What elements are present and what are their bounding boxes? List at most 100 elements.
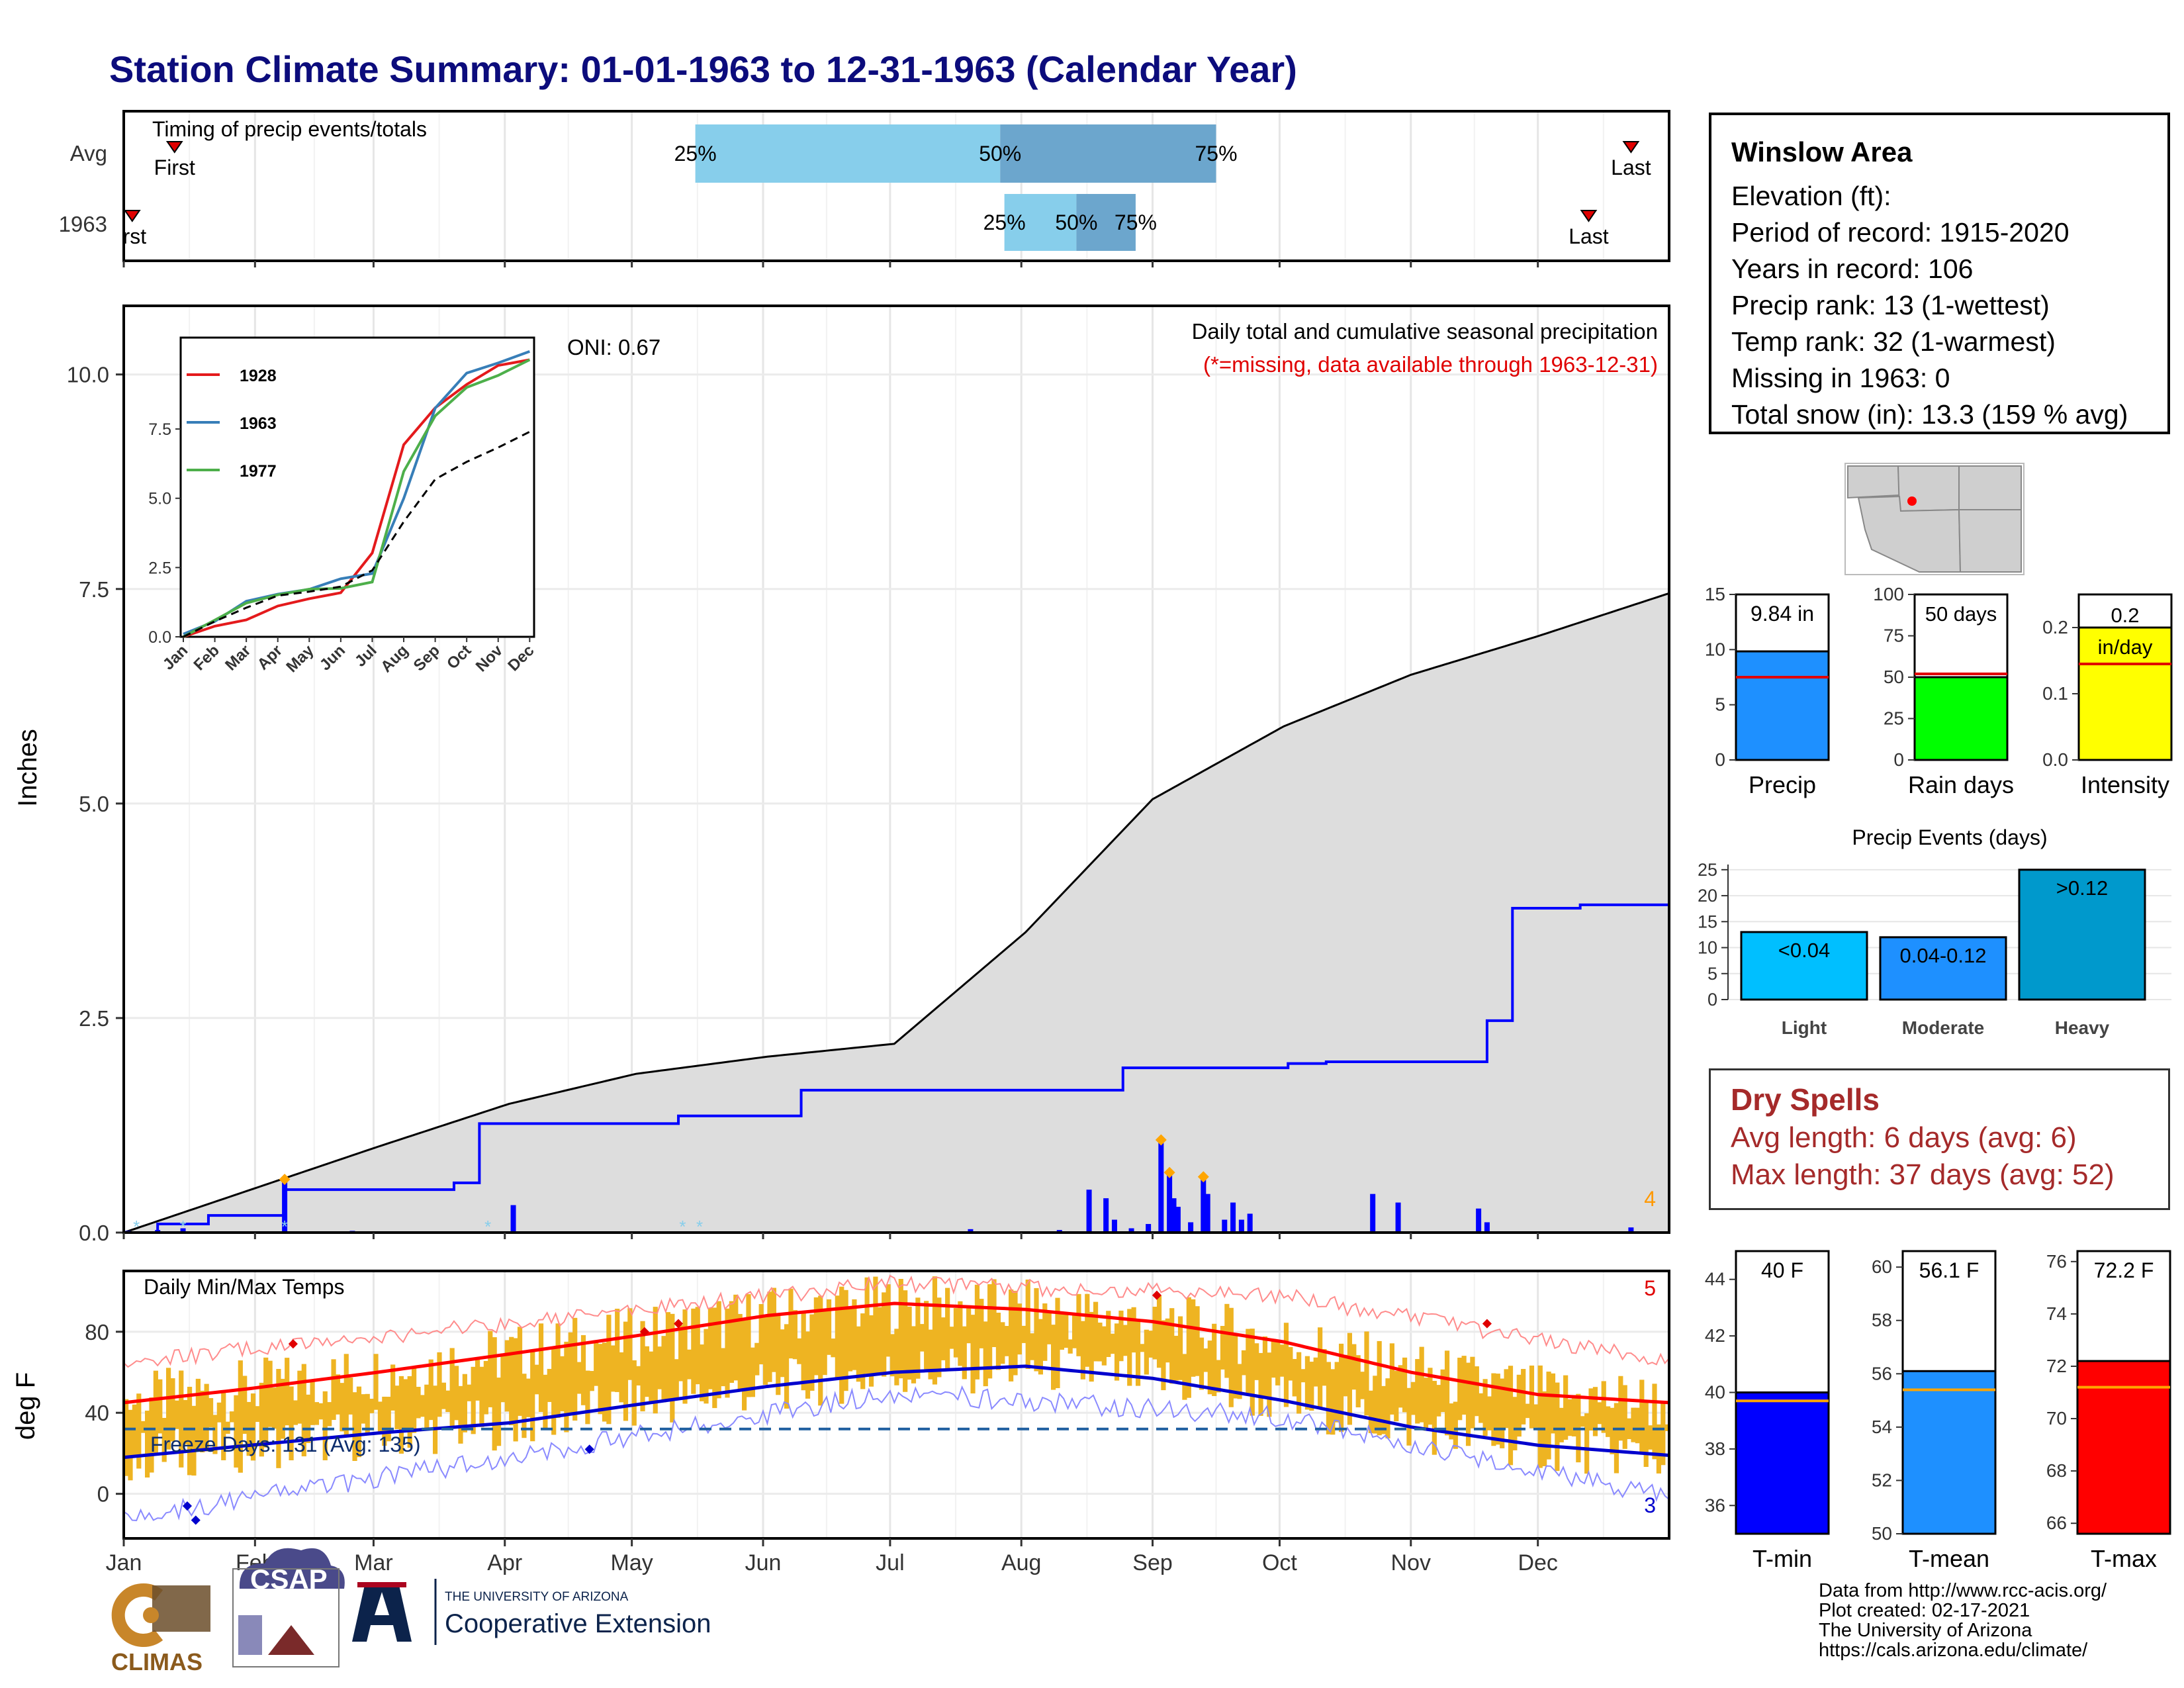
daily-precip-bar	[1086, 1190, 1092, 1233]
daily-temp-bar	[1474, 1366, 1479, 1417]
daily-temp-bar	[1203, 1348, 1208, 1372]
daily-temp-bar	[1254, 1343, 1259, 1380]
daily-temp-bar	[1093, 1301, 1099, 1362]
events-y-label: 20	[1698, 886, 1717, 906]
daily-temp-bar	[970, 1315, 976, 1394]
daily-temp-bar	[509, 1336, 514, 1426]
daily-temp-bar	[903, 1290, 908, 1392]
daily-temp-bar	[420, 1395, 426, 1417]
daily-precip-bar	[1370, 1194, 1376, 1233]
timing-panel-title: Timing of precip events/totals	[152, 117, 427, 141]
csap-mountain	[268, 1625, 314, 1655]
daily-temp-bar	[1525, 1403, 1530, 1419]
map-state-nevada	[1847, 465, 1901, 499]
daily-temp-bar	[991, 1279, 997, 1347]
daily-temp-bar	[665, 1312, 671, 1401]
summary-chart-y-label: 40	[1705, 1382, 1725, 1403]
daily-temp-bar	[437, 1352, 442, 1417]
daily-temp-bar	[907, 1306, 912, 1380]
daily-temp-bar	[754, 1342, 760, 1376]
daily-temp-bar	[1304, 1356, 1310, 1410]
daily-temp-bar	[1025, 1279, 1030, 1369]
summary-chart-y-label: 72	[2046, 1356, 2067, 1376]
temp-y-ticks: 0 40 80	[85, 1320, 124, 1507]
daily-temp-bar	[712, 1307, 717, 1409]
daily-precip-bar	[180, 1228, 186, 1233]
daily-temp-bar	[1461, 1356, 1467, 1415]
precip-corner-count: 4	[1644, 1187, 1656, 1211]
daily-temp-bar	[1051, 1325, 1056, 1390]
precip-panel: * * * * * * 0.0 2.5 5.0 7.5 10.0 Daily total and …	[13, 305, 1670, 1245]
daily-precip-bar	[510, 1205, 516, 1233]
daily-temp-bar	[1457, 1358, 1463, 1421]
daily-temp-bar	[1021, 1325, 1026, 1343]
daily-precip-bar	[1628, 1227, 1634, 1233]
daily-temp-bar	[576, 1362, 582, 1394]
precip-legend-line2: (*=missing, data available through 1963-…	[1203, 352, 1658, 377]
daily-temp-bar	[1055, 1297, 1060, 1388]
daily-temp-bar	[331, 1359, 336, 1421]
timing-bar-q2	[1000, 124, 1216, 183]
daily-temp-bar	[572, 1317, 578, 1421]
daily-precip-bar	[1238, 1219, 1244, 1233]
daily-temp-bar	[1580, 1416, 1585, 1427]
summary-chart-y-label: 66	[2046, 1513, 2067, 1533]
daily-temp-bar	[1267, 1352, 1272, 1417]
daily-temp-bar	[1004, 1326, 1009, 1356]
daily-temp-bar	[924, 1301, 929, 1370]
freeze-days-label: Freeze Days: 131 (Avg: 135)	[150, 1432, 421, 1456]
daily-temp-bar	[1529, 1365, 1535, 1429]
daily-temp-bar	[1275, 1340, 1281, 1385]
daily-temp-bar	[746, 1294, 751, 1397]
snow-marker: *	[179, 1217, 186, 1237]
daily-temp-bar	[433, 1385, 438, 1454]
daily-temp-bar	[1161, 1320, 1166, 1391]
daily-temp-bar	[453, 1366, 459, 1421]
daily-temp-bar	[335, 1374, 341, 1415]
summary-chart-y-label: 60	[1872, 1256, 1892, 1277]
daily-temp-bar	[394, 1385, 400, 1429]
daily-temp-bar	[229, 1411, 235, 1423]
daily-temp-bar	[297, 1370, 302, 1424]
summary-chart-value: 50 days	[1925, 602, 1997, 626]
daily-temp-bar	[1034, 1288, 1039, 1372]
daily-temp-bar	[1592, 1387, 1598, 1436]
timing-row-1963-label: 1963	[59, 212, 107, 236]
normal-cumulative-line	[124, 592, 1669, 1233]
daily-temp-bar	[737, 1313, 743, 1391]
daily-temp-bar	[327, 1402, 332, 1427]
daily-temp-bar	[835, 1295, 840, 1380]
precip-areas	[124, 388, 1669, 1233]
daily-temp-bar	[424, 1384, 430, 1430]
summary-chart-y-label: 76	[2046, 1251, 2067, 1272]
daily-temp-bar	[598, 1344, 603, 1415]
daily-temp-bar	[285, 1358, 290, 1426]
map-state-new-mexico	[1958, 509, 2022, 573]
daily-temp-bar	[1000, 1322, 1005, 1364]
inset-y-tick-label: 5.0	[148, 490, 171, 508]
daily-temp-bar	[343, 1354, 349, 1438]
daily-precip-bar	[968, 1229, 974, 1233]
events-bar	[2018, 868, 2146, 1001]
summary-chart-y-label: 58	[1872, 1310, 1892, 1331]
summary-chart-precip: 0 5 10 15 9.84 in Precip	[1705, 584, 1830, 798]
daily-precip-bar	[1175, 1207, 1181, 1233]
month-tick-label: Mar	[354, 1550, 393, 1575]
daily-temp-bar	[1588, 1388, 1594, 1431]
daily-temp-bar	[525, 1378, 531, 1417]
precip-y-tick-label: 10.0	[67, 363, 109, 387]
daily-temp-bar	[318, 1403, 324, 1420]
normal-tmax-line	[124, 1301, 1669, 1405]
month-tick-label: Apr	[487, 1550, 522, 1575]
daily-temp-bar	[1521, 1369, 1526, 1425]
snow-marker: *	[281, 1217, 288, 1237]
daily-precip-bar	[282, 1179, 288, 1233]
daily-temp-bar	[161, 1417, 167, 1462]
precip-y-tick-label: 2.5	[79, 1006, 109, 1031]
daily-temp-bar	[610, 1345, 615, 1392]
credits-line3: The University of Arizona	[1819, 1620, 2032, 1641]
daily-temp-bar	[352, 1392, 357, 1461]
daily-temp-bar	[983, 1321, 988, 1387]
daily-precip-bar	[1230, 1202, 1236, 1233]
